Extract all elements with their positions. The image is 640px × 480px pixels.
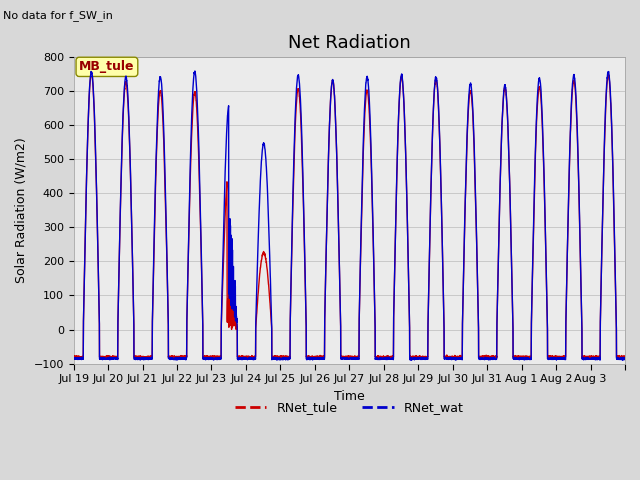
- Text: MB_tule: MB_tule: [79, 60, 134, 73]
- Text: No data for f_SW_in: No data for f_SW_in: [3, 10, 113, 21]
- Y-axis label: Solar Radiation (W/m2): Solar Radiation (W/m2): [15, 137, 28, 283]
- X-axis label: Time: Time: [334, 390, 365, 403]
- Title: Net Radiation: Net Radiation: [288, 34, 411, 52]
- Legend: RNet_tule, RNet_wat: RNet_tule, RNet_wat: [230, 396, 468, 419]
